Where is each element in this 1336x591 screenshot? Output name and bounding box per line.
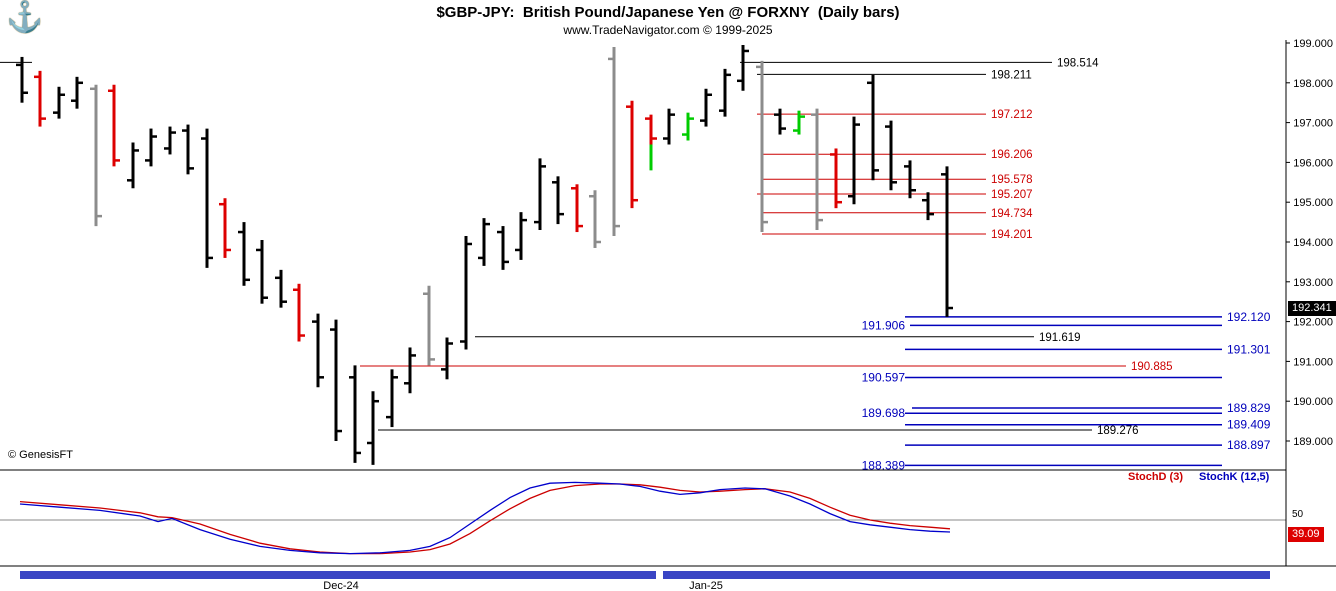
ohlc-bars: [16, 44, 953, 465]
price-level-label: 191.301: [1227, 342, 1271, 356]
stochastic-value-badge: 39.09: [1288, 527, 1324, 542]
price-axis: 199.000 198.000 197.000 196.000 195.000 194.0…: [1286, 38, 1333, 448]
price-axis-tick-label: 189.000: [1293, 436, 1333, 448]
price-level-label: 198.211: [991, 69, 1032, 81]
price-level-label: 191.619: [1039, 332, 1081, 344]
stochd-legend-label[interactable]: StochD (3): [1128, 471, 1183, 483]
price-level-label: 190.597: [862, 370, 906, 384]
price-axis-tick-label: 192.000: [1293, 317, 1333, 329]
price-level-label: 197.212: [991, 109, 1033, 121]
price-level-label: 195.207: [991, 189, 1033, 201]
price-level-label: 194.734: [991, 208, 1033, 220]
price-level-label: 194.201: [991, 229, 1033, 241]
price-level-label: 189.276: [1097, 425, 1139, 437]
price-axis-tick-label: 196.000: [1293, 157, 1333, 169]
price-axis-tick-label: 194.000: [1293, 237, 1333, 249]
price-level-label: 188.897: [1227, 438, 1271, 452]
month-band: [20, 571, 656, 579]
price-axis-tick-label: 191.000: [1293, 356, 1333, 368]
month-label: Dec-24: [323, 580, 358, 591]
stochk-line: [19, 481, 951, 555]
month-band: [663, 571, 1270, 579]
chart-subtitle: www.TradeNavigator.com © 1999-2025: [563, 23, 773, 37]
stochastic-panel: [19, 481, 951, 555]
stochastic-legend: StochD (3) StochK (12,5): [1128, 471, 1269, 483]
price-level-label: 191.906: [862, 318, 906, 332]
price-axis-tick-label: 195.000: [1293, 197, 1333, 209]
price-level-label: 189.829: [1227, 401, 1271, 415]
price-axis-tick-label: 193.000: [1293, 277, 1333, 289]
price-level-label: 189.698: [862, 406, 906, 420]
price-level-label: 198.514: [1057, 57, 1099, 69]
price-axis-tick-label: 197.000: [1293, 118, 1333, 130]
month-axis: Dec-24 Jan-25: [20, 571, 1270, 591]
chart-title: $GBP-JPY: British Pound/Japanese Yen @ F…: [436, 4, 900, 21]
price-level-label: 192.120: [1227, 310, 1271, 324]
genesis-credit: © GenesisFT: [8, 449, 73, 461]
price-axis-tick-label: 198.000: [1293, 78, 1333, 90]
anchor-logo-icon: ⚓: [6, 1, 44, 34]
price-axis-tick-label: 199.000: [1293, 38, 1333, 50]
price-level-label: 190.885: [1131, 361, 1173, 373]
price-levels: 198.514 198.211 197.212 196.206 195.578 195.2…: [0, 57, 1271, 472]
panel-frame: [0, 40, 1336, 567]
price-level-label: 188.389: [862, 458, 906, 472]
stochd-line: [19, 483, 951, 555]
price-level-label: 195.578: [991, 174, 1033, 186]
price-level-label: 196.206: [991, 149, 1033, 161]
price-level-label: 189.409: [1227, 418, 1271, 432]
stochastic-mid-level-label: 50: [1292, 509, 1304, 520]
price-axis-tick-label: 190.000: [1293, 396, 1333, 408]
last-price-badge: 192.341: [1288, 301, 1336, 316]
stochk-legend-label[interactable]: StochK (12,5): [1199, 471, 1270, 483]
month-label: Jan-25: [689, 580, 723, 591]
